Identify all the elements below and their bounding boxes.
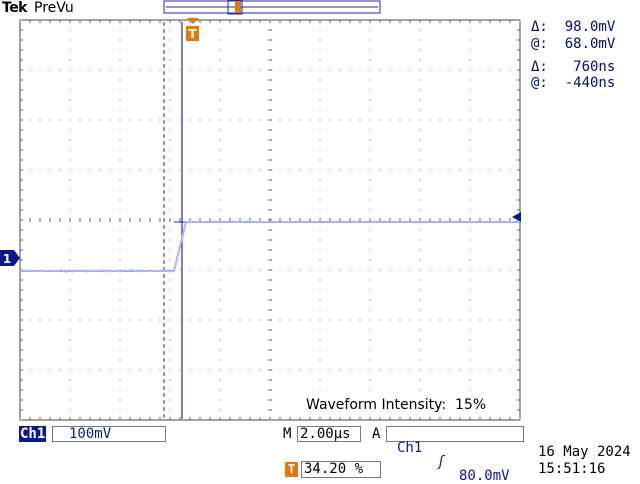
- time-at-readout: @: -440ns: [531, 75, 616, 91]
- waveform-intensity-label: Waveform Intensity: 15%: [304, 397, 489, 413]
- svg-text:1: 1: [3, 252, 11, 266]
- trigger-slope-icon: ʃ: [437, 454, 446, 470]
- brand-logo: Tek: [2, 0, 28, 16]
- amplitude-at-readout: @: 68.0mV: [531, 36, 616, 52]
- trigger-level-arrow[interactable]: [512, 212, 521, 222]
- time-delta-readout: Δ: 760ns: [531, 59, 616, 75]
- cursors[interactable]: [156, 22, 190, 419]
- trigger-settings[interactable]: Ch1 ʃ 80.0mV: [386, 426, 524, 483]
- trigger-position-value[interactable]: 34.20 %: [301, 461, 381, 478]
- time-label: 15:51:16: [538, 461, 606, 477]
- channel-1-scale[interactable]: 100mV: [52, 426, 166, 442]
- timebase-prefix: M: [283, 426, 292, 442]
- graticule: [19, 19, 521, 421]
- trigger-level: 80.0mV: [459, 468, 510, 484]
- acquisition-mode: PreVu: [34, 0, 74, 16]
- trigger-label: A: [372, 426, 381, 442]
- timebase-value[interactable]: 2.00µs: [297, 426, 361, 442]
- channel-1-marker[interactable]: 1: [0, 250, 20, 266]
- record-position-bar: [163, 0, 381, 15]
- trigger-position-marker[interactable]: T: [186, 18, 199, 41]
- date-label: 16 May 2024: [538, 444, 631, 460]
- trigger-position-icon: T: [285, 462, 298, 477]
- channel-1-label[interactable]: Ch1: [19, 426, 47, 442]
- amplitude-delta-readout: Δ: 98.0mV: [531, 19, 616, 35]
- channel-1-waveform: [19, 220, 521, 274]
- trigger-source: Ch1: [397, 440, 423, 456]
- svg-text:T: T: [188, 27, 197, 41]
